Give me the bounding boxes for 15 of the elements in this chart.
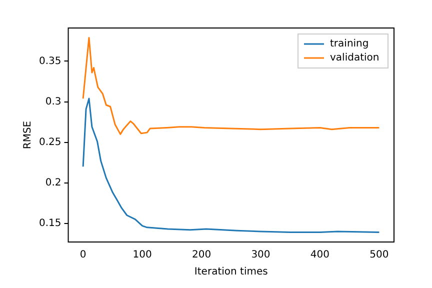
y-tick-label: 0.3 [45,96,62,108]
y-tick-label: 0.2 [45,177,62,188]
x-tick-label: 0 [80,250,86,261]
y-tick-label: 0.15 [39,218,62,229]
y-tick-label: 0.25 [39,136,62,148]
legend-label: training [330,38,369,50]
x-tick-label: 400 [310,250,330,261]
x-tick-label: 300 [251,250,270,261]
x-tick-label: 500 [370,250,389,261]
y-tick-label: 0.35 [39,56,62,67]
y-axis-title: RMSE [22,120,34,150]
x-axis-title: Iteration times [194,266,268,278]
x-tick-label: 200 [192,250,212,261]
x-tick-label: 100 [132,250,152,261]
legend-label: validation [330,52,380,64]
